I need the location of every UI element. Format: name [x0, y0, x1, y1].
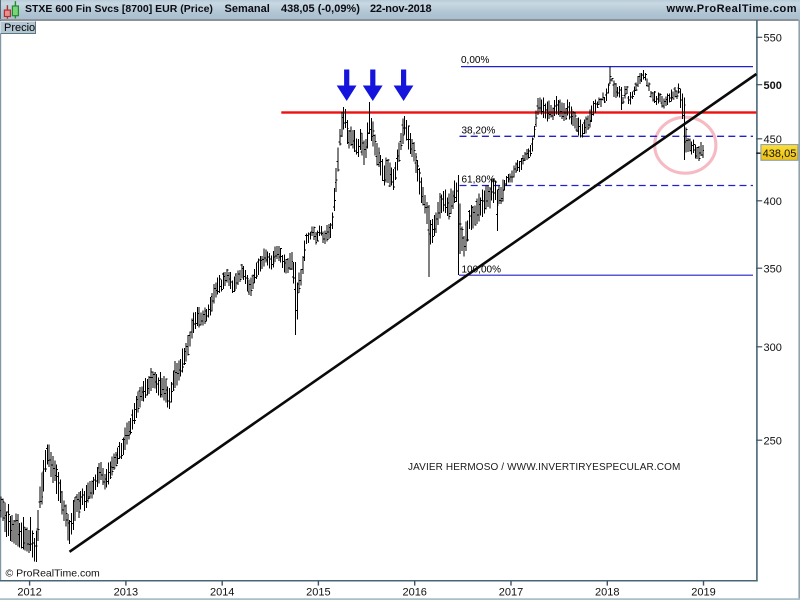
svg-text:400: 400 [764, 196, 782, 208]
svg-text:2017: 2017 [499, 587, 523, 599]
svg-text:0,00%: 0,00% [461, 55, 489, 66]
svg-text:100,00%: 100,00% [462, 264, 502, 275]
svg-text:500: 500 [764, 80, 782, 92]
svg-text:2018: 2018 [595, 587, 619, 599]
svg-text:61,80%: 61,80% [462, 175, 496, 186]
svg-text:2012: 2012 [17, 587, 41, 599]
svg-text:2014: 2014 [210, 587, 234, 599]
svg-text:2015: 2015 [306, 587, 330, 599]
svg-text:JAVIER HERMOSO / WWW.INVERTIRY: JAVIER HERMOSO / WWW.INVERTIRYESPECULAR.… [408, 462, 680, 473]
svg-text:250: 250 [764, 435, 782, 447]
svg-text:38,20%: 38,20% [462, 125, 496, 136]
svg-text:2019: 2019 [691, 587, 715, 599]
svg-text:300: 300 [764, 342, 782, 354]
svg-text:450: 450 [764, 134, 782, 146]
svg-text:2013: 2013 [114, 587, 138, 599]
svg-text:438,05: 438,05 [763, 148, 797, 160]
svg-text:350: 350 [764, 263, 782, 275]
svg-text:© ProRealTime.com: © ProRealTime.com [6, 568, 101, 580]
svg-text:2016: 2016 [402, 587, 426, 599]
svg-text:550: 550 [764, 33, 782, 45]
